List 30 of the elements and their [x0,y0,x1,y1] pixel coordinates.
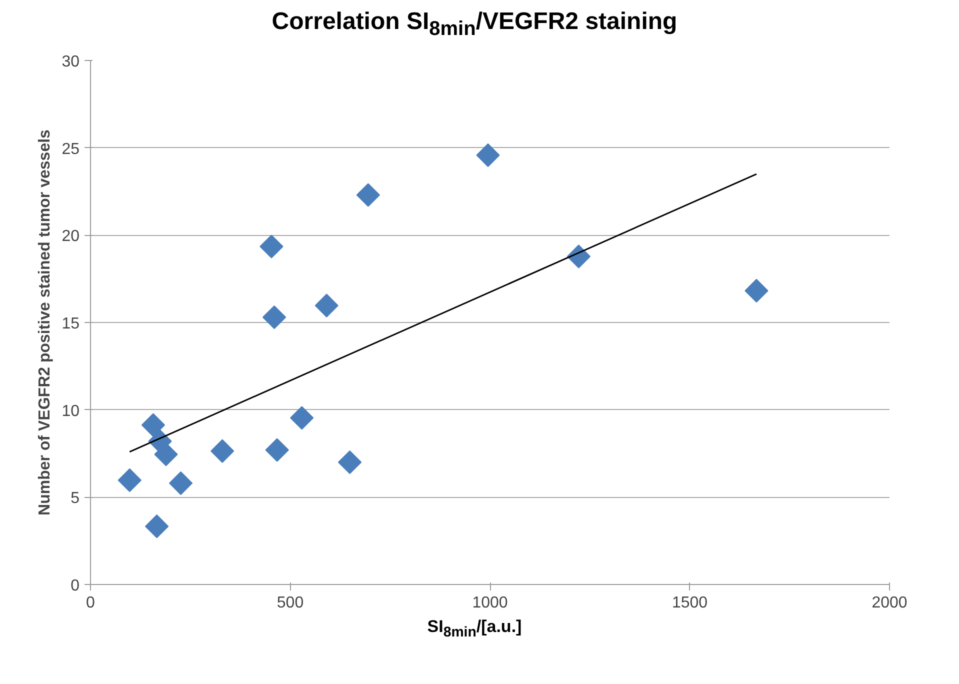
y-tick-label: 0 [70,578,80,594]
point [168,471,193,496]
y-tick-label: 25 [62,140,80,158]
point [744,278,768,303]
point [262,305,286,330]
point [154,442,178,466]
y-tick-label: 5 [70,490,80,508]
point [210,439,234,463]
y-tick-label: 10 [62,402,80,420]
y-tick-label: 20 [62,228,80,246]
point [145,514,169,538]
y-tick-label: 15 [62,316,80,332]
chart-title: Correlation SI$_{8min}$/VEGFR2 staining [270,7,678,42]
y-tick-label: 30 [62,54,80,70]
x-tick-label: 1500 [672,594,708,612]
point [265,438,289,462]
point [476,143,500,167]
point [260,234,284,258]
point [338,450,362,474]
x-tick-label: 0 [86,594,96,612]
x-tick-label: 2000 [872,594,908,612]
point [356,183,380,207]
x-tick-label: 1000 [472,594,508,612]
point [141,413,166,437]
x-tick-label: 500 [276,594,304,612]
y-axis-title: Number of VEGFR2 positive stained tumor vessels [36,129,54,516]
point [118,468,142,492]
point [314,294,338,318]
x-axis-title: SI$_{8min}$/[a.u.] [426,616,523,642]
point [290,406,314,430]
